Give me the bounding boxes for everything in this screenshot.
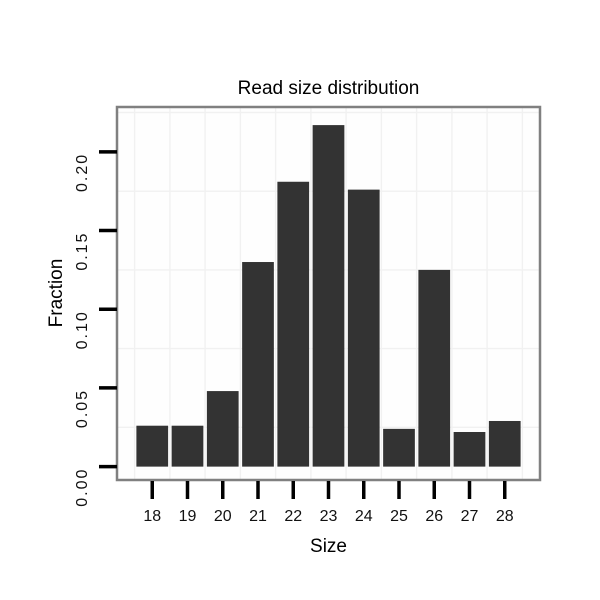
bar-size-24 (347, 189, 380, 467)
y-tick-label: 0.00 (74, 468, 91, 507)
bar-size-27 (453, 431, 486, 467)
bar-size-20 (206, 391, 239, 467)
axes-layer: 0.00 0.05 0.10 0.15 0.20 18 19 20 21 22 23 24 25 26 27… (74, 150, 514, 525)
bar-size-19 (171, 425, 204, 467)
x-tick-label: 25 (390, 508, 408, 525)
x-tick-label: 21 (249, 508, 267, 525)
y-tick-label: 0.05 (74, 389, 91, 428)
bar-size-26 (418, 269, 451, 467)
bar-size-25 (383, 428, 415, 467)
y-axis-title: Fraction (46, 259, 67, 328)
y-tick-label: 0.10 (74, 310, 91, 349)
bar-size-22 (277, 181, 310, 467)
x-tick-label: 26 (425, 508, 443, 525)
x-tick-label: 23 (320, 508, 338, 525)
bar-size-18 (136, 425, 169, 467)
y-tick-label: 0.20 (74, 153, 91, 192)
bar-size-23 (312, 125, 345, 467)
y-tick-label: 0.15 (74, 232, 91, 271)
x-tick-label: 27 (461, 508, 479, 525)
chart-title: Read size distribution (238, 78, 420, 99)
x-tick-label: 24 (355, 508, 373, 525)
x-tick-label: 22 (284, 508, 302, 525)
x-tick-label: 19 (179, 508, 197, 525)
bars-layer (115, 105, 542, 482)
x-axis-title: Size (310, 536, 347, 557)
x-tick-label: 18 (143, 508, 161, 525)
bar-size-28 (488, 420, 521, 467)
bar-size-21 (242, 262, 274, 467)
x-tick-label: 20 (214, 508, 232, 525)
x-tick-label: 28 (496, 508, 514, 525)
panel-border (115, 105, 542, 482)
